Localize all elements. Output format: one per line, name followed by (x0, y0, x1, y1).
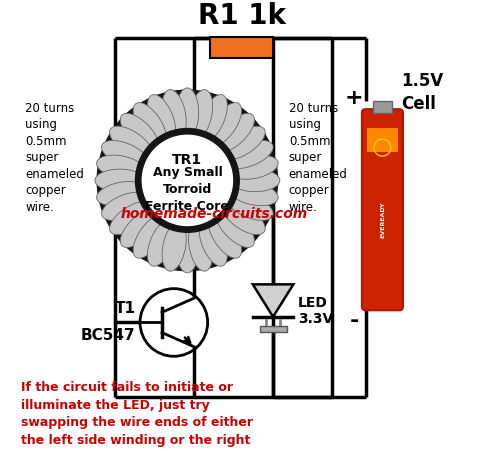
Ellipse shape (97, 155, 145, 179)
Ellipse shape (229, 181, 278, 206)
Ellipse shape (188, 90, 213, 138)
Ellipse shape (199, 95, 227, 141)
Circle shape (97, 90, 278, 271)
Text: homemade-circuits.com: homemade-circuits.com (121, 207, 308, 221)
Ellipse shape (162, 90, 186, 138)
Ellipse shape (101, 192, 148, 221)
Ellipse shape (176, 223, 199, 273)
Ellipse shape (188, 222, 213, 271)
Text: +: + (345, 88, 364, 108)
Text: 1.5V: 1.5V (401, 72, 444, 90)
Ellipse shape (95, 169, 144, 192)
Ellipse shape (176, 88, 199, 138)
Ellipse shape (147, 220, 176, 266)
Text: -: - (350, 311, 359, 331)
Text: 20 turns
using
0.5mm
super
enameled
copper
wire.: 20 turns using 0.5mm super enameled copp… (25, 102, 84, 214)
Bar (367, 128, 398, 152)
Ellipse shape (222, 201, 265, 235)
Ellipse shape (222, 126, 265, 160)
Text: T1: T1 (114, 301, 136, 317)
Ellipse shape (101, 140, 148, 169)
Circle shape (142, 135, 232, 226)
Polygon shape (253, 285, 293, 317)
Ellipse shape (97, 181, 145, 206)
Circle shape (136, 129, 239, 232)
Ellipse shape (216, 209, 255, 248)
Ellipse shape (208, 102, 242, 146)
Text: 20 turns
using
0.5mm
super
enameled
copper
wire.: 20 turns using 0.5mm super enameled copp… (289, 102, 348, 214)
Bar (259, 327, 286, 332)
FancyBboxPatch shape (362, 109, 403, 310)
Ellipse shape (110, 126, 153, 160)
Text: BC547: BC547 (81, 328, 136, 344)
Text: R1 1k: R1 1k (198, 2, 285, 30)
Text: Any Small
Torroid
Ferrite Core: Any Small Torroid Ferrite Core (145, 166, 229, 213)
Bar (210, 37, 273, 58)
Ellipse shape (120, 209, 159, 248)
Text: LED
3.3V: LED 3.3V (298, 296, 333, 326)
Text: Cell: Cell (401, 95, 437, 113)
Ellipse shape (110, 201, 153, 235)
Ellipse shape (216, 113, 255, 152)
Ellipse shape (229, 155, 278, 179)
Text: TR1: TR1 (172, 153, 202, 167)
Ellipse shape (199, 220, 227, 266)
Ellipse shape (120, 113, 159, 152)
Ellipse shape (147, 95, 176, 141)
Ellipse shape (230, 169, 280, 192)
Ellipse shape (208, 215, 242, 258)
Ellipse shape (133, 102, 167, 146)
Ellipse shape (133, 215, 167, 258)
Bar (373, 101, 392, 113)
Text: If the circuit fails to initiate or
illuminate the LED, just try
swapping the wi: If the circuit fails to initiate or illu… (20, 381, 253, 451)
Ellipse shape (227, 192, 273, 221)
Text: EVEREADY: EVEREADY (380, 201, 385, 238)
Ellipse shape (227, 140, 273, 169)
Ellipse shape (162, 222, 186, 271)
